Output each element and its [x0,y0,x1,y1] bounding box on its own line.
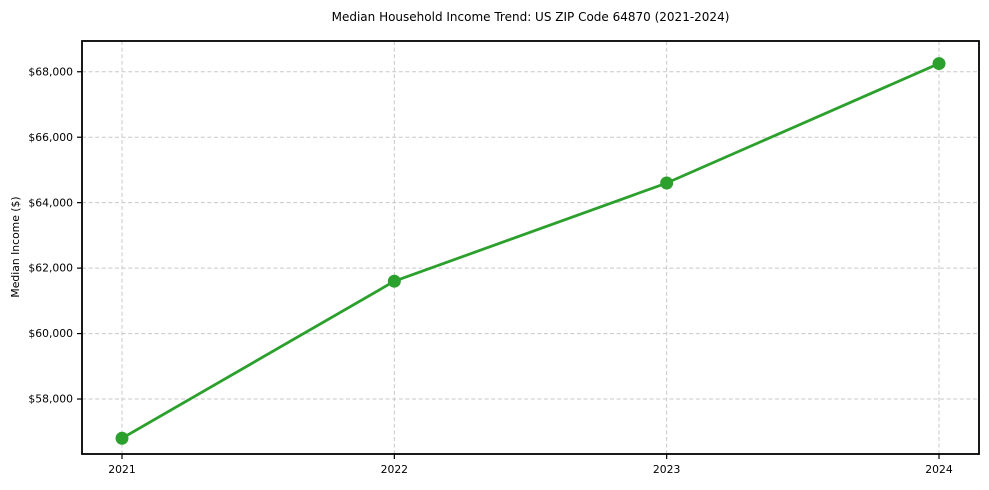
y-tick-label: $58,000 [28,393,73,406]
x-tick-label: 2022 [381,463,408,476]
y-tick-label: $66,000 [28,131,73,144]
trend-line [120,62,941,440]
data-point-2022 [387,274,401,288]
y-tick-label: $62,000 [28,262,73,275]
y-tick-label: $60,000 [28,327,73,340]
chart-title: Median Household Income Trend: US ZIP Co… [331,10,730,24]
x-tick-label: 2021 [108,463,135,476]
y-tick-label: $68,000 [28,65,73,78]
data-point-2024 [932,57,946,71]
y-tick-label: $64,000 [28,196,73,209]
x-tick-label: 2024 [925,463,953,476]
plot-border [81,40,980,455]
data-point-2023 [660,176,674,190]
x-tick-label: 2023 [653,463,680,476]
data-point-2021 [115,431,129,445]
